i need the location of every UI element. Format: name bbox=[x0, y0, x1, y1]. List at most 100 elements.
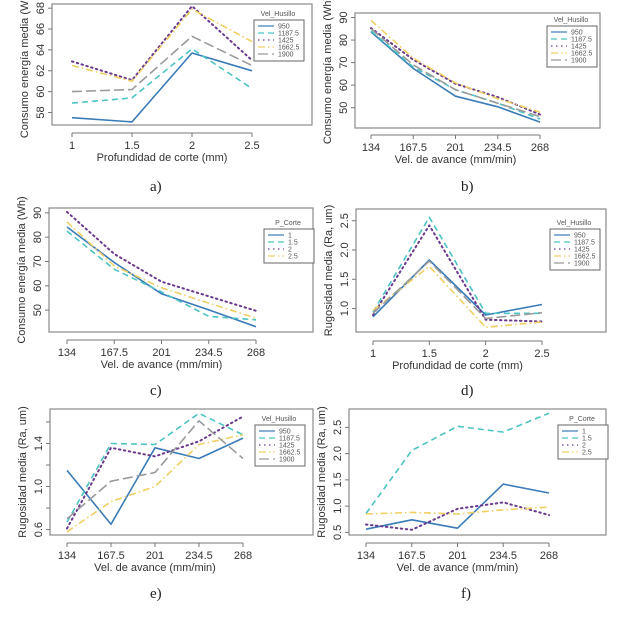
x-tick-label: 268 bbox=[247, 347, 265, 359]
x-axis-label: Profundidad de corte (mm) bbox=[392, 360, 523, 372]
x-tick-label: 268 bbox=[531, 142, 549, 154]
series-line-1662.5 bbox=[372, 265, 543, 329]
series-line-2 bbox=[66, 210, 257, 312]
y-tick-label: 2.5 bbox=[339, 213, 351, 228]
legend-title: Vel_Husillo bbox=[557, 220, 592, 227]
legend-title: Vel_Husillo bbox=[261, 11, 296, 18]
y-tick-label: 70 bbox=[32, 255, 44, 267]
x-tick-label: 234.5 bbox=[489, 550, 517, 562]
x-tick-label: 2 bbox=[189, 140, 195, 152]
x-tick-label: 134 bbox=[58, 347, 76, 359]
legend-label: 1900 bbox=[278, 52, 294, 59]
series-line-2.5 bbox=[66, 221, 257, 319]
x-axis-label: Vel. de avance (mm/min) bbox=[395, 154, 517, 166]
x-tick-label: 1 bbox=[69, 140, 75, 152]
series-line-1900 bbox=[66, 419, 244, 520]
y-tick-label: 80 bbox=[338, 34, 350, 46]
x-tick-label: 1.5 bbox=[422, 348, 437, 360]
caption-f: f) bbox=[461, 586, 471, 602]
plot-frame bbox=[355, 208, 607, 333]
x-tick-label: 134 bbox=[58, 550, 76, 562]
x-tick-label: 201 bbox=[446, 142, 464, 154]
legend-label: 1900 bbox=[571, 58, 587, 65]
chart-panel-a: 1 1.5 2 2.5 Profundidad de corte (mm) 58 60 62 6… bbox=[0, 0, 313, 200]
x-tick-label: 268 bbox=[234, 550, 252, 562]
y-axis-label: Rugosidad media (Ra, um) bbox=[17, 406, 29, 537]
legend-label: 1425 bbox=[574, 247, 590, 254]
legend-label: 2.5 bbox=[288, 254, 298, 261]
y-tick-label: 0.6 bbox=[33, 522, 45, 537]
legend-label: 950 bbox=[574, 233, 586, 240]
x-tick-label: 2.5 bbox=[534, 348, 549, 360]
series-line-1 bbox=[365, 483, 550, 530]
series-line-1900 bbox=[370, 28, 541, 118]
y-axis-label: Consumo energía media (Wh) bbox=[16, 196, 28, 343]
y-tick-label: 68 bbox=[35, 2, 47, 14]
series-line-1425 bbox=[370, 27, 541, 116]
y-tick-label: 70 bbox=[338, 56, 350, 68]
series-line-1662.5 bbox=[66, 434, 244, 533]
x-tick-label: 134 bbox=[362, 142, 380, 154]
y-axis-label: Rugosidad media (Ra, um) bbox=[316, 406, 328, 537]
series-line-1 bbox=[66, 226, 257, 328]
legend-label: 1425 bbox=[279, 443, 295, 450]
y-tick-label: 58 bbox=[35, 106, 47, 118]
y-tick-label: 50 bbox=[32, 304, 44, 316]
chart-panel-f: 134 167.5 201 234.5 268 Vel. de avance (mm/mi… bbox=[313, 400, 627, 624]
x-tick-label: 2.5 bbox=[244, 140, 259, 152]
y-tick-label: 60 bbox=[32, 280, 44, 292]
chart-panel-b: 134 167.5 201 234.5 268 Vel. de avance (mm/mi… bbox=[313, 0, 627, 200]
y-tick-label: 90 bbox=[338, 11, 350, 23]
x-tick-label: 234.5 bbox=[484, 142, 512, 154]
plot-frame bbox=[354, 12, 601, 129]
legend-label: 1900 bbox=[574, 261, 590, 268]
x-tick-label: 167.5 bbox=[100, 347, 128, 359]
series-line-1187.5 bbox=[66, 412, 244, 523]
chart-c-svg: 134 167.5 201 234.5 268 Vel. de avance (mm/mi… bbox=[16, 196, 315, 371]
x-tick-label: 1.5 bbox=[124, 140, 139, 152]
legend-label: 1662.5 bbox=[278, 45, 300, 52]
caption-d: d) bbox=[461, 383, 474, 399]
series-line-1187.5 bbox=[370, 30, 541, 120]
legend-label: 1425 bbox=[571, 44, 587, 51]
x-tick-label: 201 bbox=[146, 550, 164, 562]
x-tick-label: 167.5 bbox=[97, 550, 125, 562]
series-line-1.5 bbox=[365, 412, 550, 514]
legend-title: Vel_Husillo bbox=[554, 17, 589, 24]
legend-label: 1900 bbox=[279, 457, 295, 464]
y-tick-label: 66 bbox=[35, 23, 47, 35]
series-line-2.5 bbox=[365, 506, 550, 515]
plot-frame bbox=[48, 207, 314, 333]
series-line-1187.5 bbox=[71, 48, 253, 104]
caption-a: a) bbox=[150, 179, 162, 195]
caption-b: b) bbox=[461, 179, 474, 195]
y-tick-label: 1.0 bbox=[33, 479, 45, 494]
series-line-2 bbox=[365, 501, 550, 531]
x-tick-label: 234.5 bbox=[185, 550, 213, 562]
legend-label: 1 bbox=[582, 429, 586, 436]
legend-label: 950 bbox=[571, 30, 583, 37]
legend-label: 2 bbox=[288, 247, 292, 254]
y-tick-label: 64 bbox=[35, 44, 47, 56]
y-tick-label: 1.0 bbox=[339, 301, 351, 316]
y-tick-label: 0.5 bbox=[332, 525, 344, 540]
caption-c: c) bbox=[150, 383, 162, 399]
x-tick-label: 167.5 bbox=[399, 142, 427, 154]
legend-label: 950 bbox=[279, 429, 291, 436]
x-axis-label: Vel. de avance (mm/min) bbox=[101, 359, 223, 371]
legend-title: P_Corte bbox=[275, 220, 301, 227]
x-tick-label: 234.5 bbox=[195, 347, 223, 359]
y-tick-label: 2.0 bbox=[339, 242, 351, 257]
legend-title: P_Corte bbox=[569, 416, 595, 423]
legend-title: Vel_Husillo bbox=[262, 416, 297, 423]
caption-e: e) bbox=[150, 586, 162, 602]
series-line-950 bbox=[66, 437, 244, 525]
x-tick-label: 2 bbox=[483, 348, 489, 360]
x-axis-label: Profundidad de corte (mm) bbox=[97, 152, 228, 164]
series-line-1.5 bbox=[66, 230, 257, 321]
legend-label: 950 bbox=[278, 24, 290, 31]
x-tick-label: 268 bbox=[540, 550, 558, 562]
legend-label: 1 bbox=[288, 233, 292, 240]
y-tick-label: 1.5 bbox=[339, 272, 351, 287]
legend-label: 1187.5 bbox=[574, 240, 595, 247]
